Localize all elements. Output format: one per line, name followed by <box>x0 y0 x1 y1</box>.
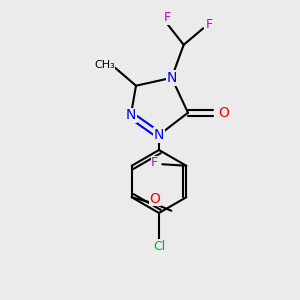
Text: N: N <box>154 128 164 142</box>
Text: F: F <box>151 156 158 169</box>
Text: Cl: Cl <box>153 239 165 253</box>
Text: O: O <box>149 192 160 206</box>
Text: F: F <box>206 18 213 31</box>
Text: N: N <box>126 108 136 122</box>
Text: CH₃: CH₃ <box>94 60 115 70</box>
Text: O: O <box>218 106 230 120</box>
Text: N: N <box>167 71 177 85</box>
Text: F: F <box>164 11 171 24</box>
